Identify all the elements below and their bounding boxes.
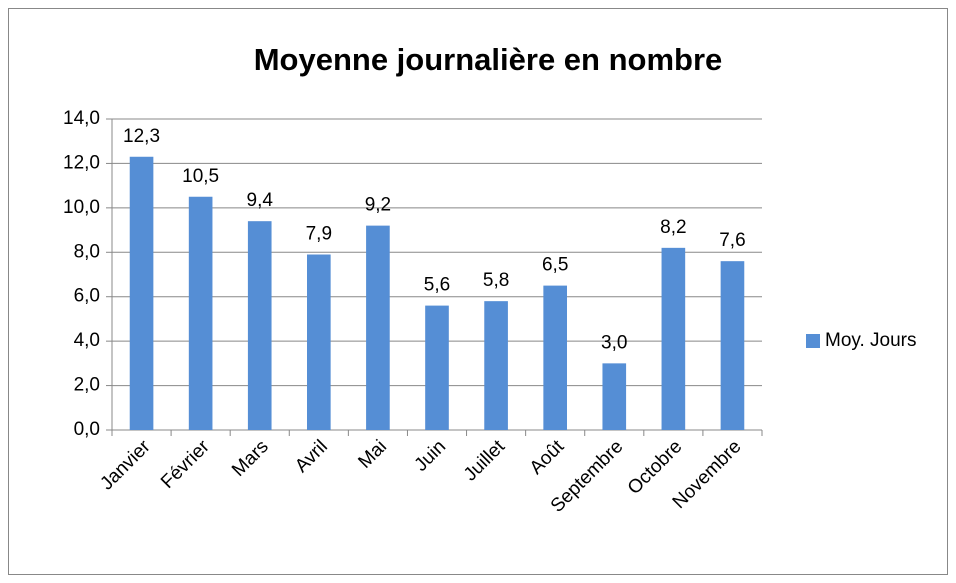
bar: [720, 261, 745, 430]
bar: [602, 363, 627, 430]
data-label: 6,5: [542, 255, 568, 276]
data-label: 7,6: [719, 230, 745, 251]
bar: [129, 156, 154, 430]
chart-title: Moyenne journalière en nombre: [254, 42, 723, 77]
y-tick-label: 0,0: [74, 419, 100, 440]
y-tick-label: 10,0: [63, 197, 100, 218]
data-label: 7,9: [306, 224, 332, 245]
bar: [543, 285, 567, 430]
bar: [366, 225, 390, 430]
bar: [661, 247, 686, 430]
y-tick-label: 6,0: [74, 286, 100, 307]
y-tick-label: 4,0: [74, 330, 100, 351]
legend-label: Moy. Jours: [825, 330, 917, 351]
data-label: 8,2: [660, 217, 686, 238]
y-tick-label: 12,0: [63, 152, 100, 173]
data-label: 3,0: [601, 332, 627, 353]
bar: [425, 305, 449, 430]
bar: [247, 221, 272, 430]
data-label: 9,2: [365, 195, 391, 216]
y-tick-label: 2,0: [74, 375, 100, 396]
chart-frame: [8, 8, 948, 575]
bar: [307, 254, 331, 430]
data-label: 5,8: [483, 270, 509, 291]
bar: [484, 301, 508, 430]
data-label: 5,6: [424, 275, 450, 296]
data-label: 12,3: [123, 126, 160, 147]
data-label: 10,5: [182, 166, 219, 187]
y-tick-label: 14,0: [63, 108, 100, 129]
legend-swatch: [806, 334, 820, 348]
data-label: 9,4: [247, 190, 274, 211]
y-tick-label: 8,0: [74, 241, 100, 262]
bar: [188, 196, 213, 430]
